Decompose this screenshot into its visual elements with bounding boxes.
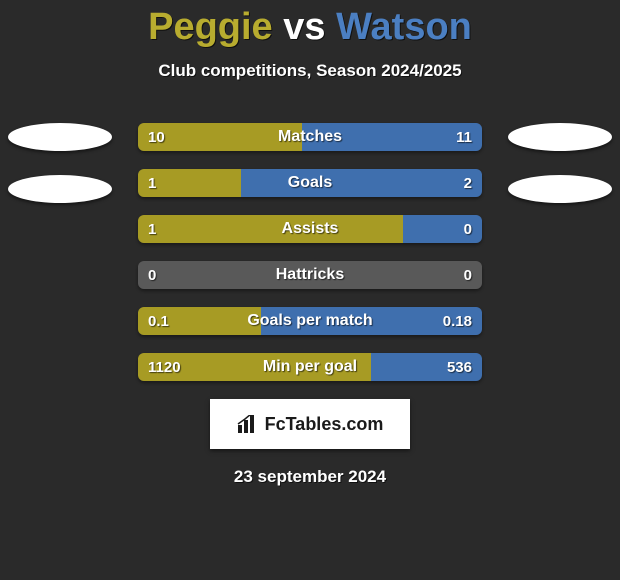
stat-row: 0.10.18Goals per match	[138, 307, 482, 335]
stat-label: Matches	[138, 123, 482, 151]
right-player-badge	[508, 175, 612, 203]
logo-text: FcTables.com	[265, 414, 384, 435]
stat-row: 00Hattricks	[138, 261, 482, 289]
stats-chart: 1011Matches 12Goals 10Assists 00Hattricks 0.…	[0, 123, 620, 381]
stat-label: Min per goal	[138, 353, 482, 381]
stat-row: 12Goals	[138, 169, 482, 197]
subtitle: Club competitions, Season 2024/2025	[0, 61, 620, 81]
title-vs: vs	[273, 6, 336, 48]
bars-icon	[237, 415, 259, 433]
left-player-badge	[8, 175, 112, 203]
left-player-badge	[8, 123, 112, 151]
title-left-name: Peggie	[148, 6, 273, 48]
comparison-title: Peggie vs Watson	[0, 0, 620, 49]
stat-label: Assists	[138, 215, 482, 243]
stat-row: 1011Matches	[138, 123, 482, 151]
stat-label: Goals	[138, 169, 482, 197]
right-player-badge	[508, 123, 612, 151]
fctables-logo: FcTables.com	[210, 399, 410, 449]
stat-row: 10Assists	[138, 215, 482, 243]
stat-label: Goals per match	[138, 307, 482, 335]
stat-row: 1120536Min per goal	[138, 353, 482, 381]
stat-label: Hattricks	[138, 261, 482, 289]
snapshot-date: 23 september 2024	[0, 467, 620, 487]
title-right-name: Watson	[336, 6, 472, 48]
